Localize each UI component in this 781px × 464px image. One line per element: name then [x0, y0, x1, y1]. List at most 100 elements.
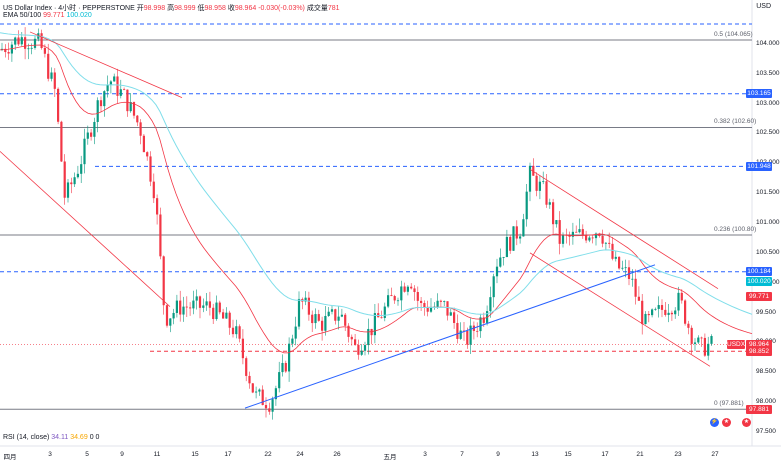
candle-body	[90, 132, 93, 137]
candle-body	[532, 165, 535, 176]
candle-body	[156, 198, 159, 215]
time-tick: 17	[224, 451, 232, 458]
candle-body	[357, 344, 360, 355]
candle-body	[492, 276, 495, 298]
candle-body	[505, 236, 508, 258]
candle-body	[684, 300, 687, 324]
candle-body	[446, 301, 449, 316]
candle-body	[10, 44, 13, 54]
price-tick: 104.000	[756, 39, 780, 47]
candle-body	[677, 292, 680, 311]
candle-body	[604, 242, 607, 244]
symbol-tag: USDX	[727, 340, 746, 350]
candle-body	[60, 121, 63, 162]
candle-body	[142, 135, 145, 153]
candle-body	[555, 220, 558, 225]
candle-body	[99, 100, 103, 107]
candle-body	[581, 229, 584, 235]
candle-body	[578, 229, 581, 233]
candle-body	[103, 91, 106, 107]
time-tick: 3	[48, 451, 52, 458]
candle-body	[66, 182, 70, 198]
candle-body	[321, 320, 324, 331]
candle-body	[4, 48, 7, 53]
candle-body	[575, 231, 578, 233]
candle-body	[495, 266, 499, 277]
candle-body	[611, 243, 614, 259]
candle-body	[453, 312, 456, 323]
candle-body	[261, 389, 264, 406]
low-label: 低	[197, 5, 205, 12]
candle-body	[109, 81, 112, 85]
open-value: 98.998	[143, 5, 166, 12]
volume-label: 成交量	[306, 5, 328, 12]
rsi-label: RSI (14, close)	[3, 434, 50, 441]
candle-body	[515, 226, 518, 239]
time-tick: 27	[711, 451, 719, 458]
candle-body	[660, 305, 664, 310]
candle-body	[238, 326, 241, 339]
candle-body	[53, 72, 56, 89]
candle-body	[258, 389, 261, 392]
candle-body	[80, 164, 83, 174]
channel-upper-line	[529, 168, 719, 290]
candle-body	[123, 89, 126, 91]
candle-body	[241, 338, 244, 359]
candle-body	[126, 89, 129, 112]
candle-body	[208, 301, 211, 308]
candle-body	[390, 295, 393, 297]
candle-body	[456, 322, 459, 339]
candle-body	[297, 298, 301, 327]
candle-body	[235, 326, 238, 335]
candle-body	[314, 314, 317, 324]
candle-body	[700, 337, 703, 339]
candle-body	[545, 181, 548, 205]
candle-body	[251, 383, 254, 393]
ema-legend[interactable]: EMA 50/100 99.771 100.020	[3, 12, 92, 19]
candle-body	[268, 408, 271, 412]
fib-level-label: 0.236 (100.80)	[714, 225, 757, 233]
candle-body	[304, 297, 307, 302]
candle-body	[63, 161, 66, 198]
candle-body	[594, 233, 598, 239]
candle-body	[33, 38, 37, 48]
candle-body	[159, 214, 162, 257]
uptrend-line	[244, 264, 656, 409]
lightning-icon[interactable]: ⚡	[710, 418, 719, 427]
time-tick: 五月	[383, 454, 397, 461]
close-label: 收	[227, 5, 235, 12]
time-tick: 15	[191, 451, 199, 458]
candle-body	[627, 267, 631, 279]
candle-body	[354, 339, 357, 345]
candle-body	[149, 156, 152, 182]
candle-body	[403, 286, 406, 292]
candle-body	[535, 175, 538, 191]
candle-body	[129, 102, 132, 112]
candle-body	[664, 309, 667, 315]
candle-body	[482, 317, 485, 323]
time-tick: 四月	[3, 454, 17, 461]
rsi-legend[interactable]: RSI (14, close) 34.11 34.69 0 0	[3, 434, 99, 441]
candle-body	[370, 328, 373, 336]
price-label: 100.020	[746, 277, 772, 287]
candle-body	[423, 303, 426, 308]
candle-body	[182, 306, 185, 315]
candle-body	[195, 296, 198, 301]
candle-body	[710, 336, 713, 344]
candle-body	[162, 256, 165, 306]
volume-value: 781	[327, 5, 340, 12]
candle-body	[561, 234, 565, 244]
price-tick: 98.000	[756, 398, 776, 406]
candle-body	[47, 53, 50, 79]
candle-body	[608, 242, 611, 244]
candle-body	[416, 292, 419, 301]
candle-body	[360, 350, 363, 355]
candle-body	[116, 76, 119, 96]
candle-body	[459, 330, 462, 339]
high-value: 98.999	[174, 5, 196, 12]
candle-body	[119, 89, 122, 96]
rsi-value-3: 0	[89, 434, 94, 441]
us-flag-icon-2: ★	[742, 418, 751, 427]
candle-body	[20, 37, 23, 45]
